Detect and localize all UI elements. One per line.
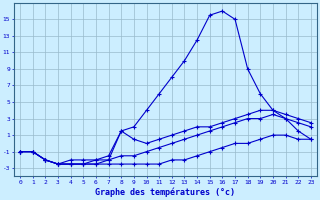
- X-axis label: Graphe des températures (°c): Graphe des températures (°c): [95, 188, 236, 197]
